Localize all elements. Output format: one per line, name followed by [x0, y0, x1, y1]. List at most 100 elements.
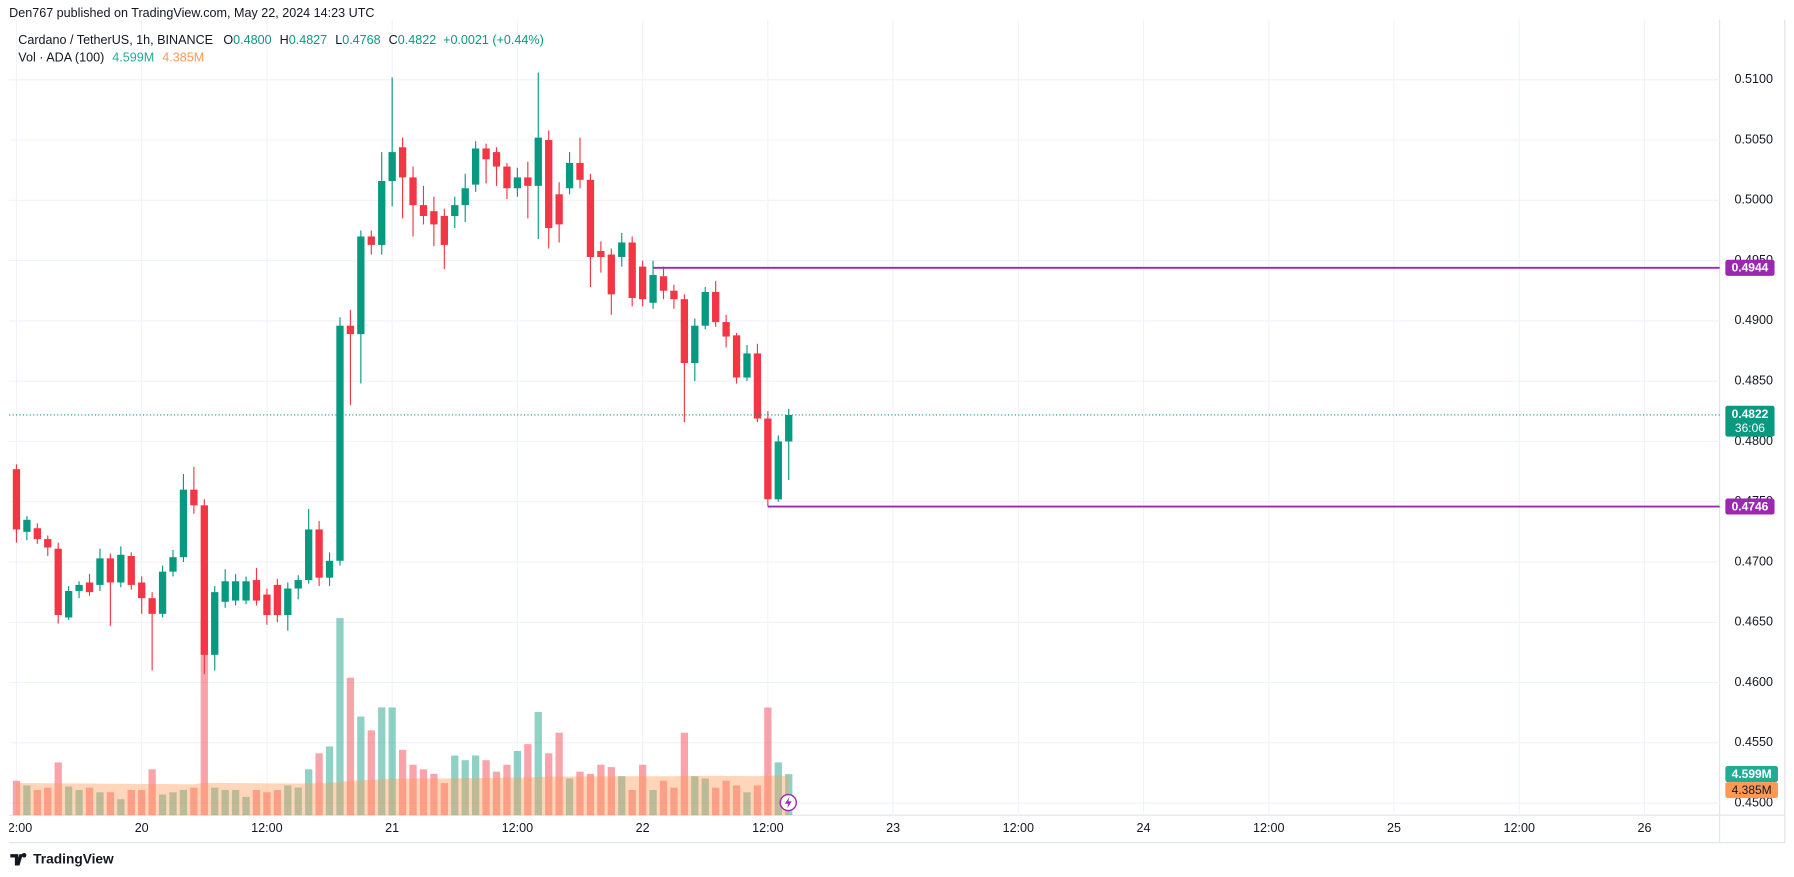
- legend-volume-name: Vol · ADA (100): [18, 51, 104, 65]
- candle-body: [378, 181, 386, 245]
- volume-bar: [513, 750, 522, 816]
- candle-layer: [12, 72, 793, 675]
- candle-body: [211, 592, 219, 655]
- candle-body: [200, 505, 208, 655]
- candle-body: [764, 418, 772, 500]
- y-tick-label: 0.4650: [1735, 615, 1773, 629]
- y-tick-label: 0.4700: [1735, 554, 1773, 568]
- candle-body: [618, 242, 626, 257]
- volume-bar: [273, 789, 282, 816]
- volume-bar: [33, 789, 41, 816]
- volume-bar: [138, 789, 146, 816]
- candle-body: [169, 557, 177, 572]
- candle-body: [336, 325, 344, 561]
- legend-key: L: [335, 34, 342, 48]
- volume-bar: [263, 792, 271, 816]
- volume-bar: [23, 785, 31, 816]
- y-tick-label: 0.5100: [1735, 72, 1773, 86]
- candle-body: [461, 188, 469, 206]
- candle-body: [117, 554, 125, 583]
- candle-body: [419, 205, 428, 216]
- candle-body: [252, 580, 261, 601]
- footer-brand: TradingView: [33, 851, 114, 866]
- candle-body: [482, 148, 490, 160]
- volume-bar: [586, 773, 595, 816]
- legend-change: +0.0021 (+0.44%): [443, 34, 544, 48]
- last-price-label: 0.4822: [1732, 407, 1769, 421]
- y-tick-label: 0.4600: [1735, 675, 1773, 689]
- candle-body: [732, 335, 741, 378]
- candle-body: [409, 177, 417, 206]
- candle-body: [524, 177, 532, 186]
- volume-bar: [200, 618, 208, 816]
- volume-bar: [357, 716, 365, 816]
- level-price-box: [1725, 259, 1775, 276]
- volume-bar: [12, 780, 21, 816]
- level-price-box: [1725, 498, 1775, 515]
- volume-bar: [315, 753, 323, 816]
- volume-bar: [284, 785, 292, 816]
- volume-bar: [701, 778, 709, 816]
- volume-bar: [44, 787, 52, 816]
- candle-body: [263, 594, 271, 616]
- volume-bar: [346, 677, 355, 816]
- volume-bar: [451, 755, 459, 816]
- x-tick-label: 12:00: [752, 821, 783, 835]
- volume-bar: [64, 786, 73, 816]
- candle-body: [471, 148, 480, 185]
- volume-bar: [774, 762, 782, 816]
- grid: 0.45000.45500.46000.46500.47000.47500.48…: [9, 19, 1773, 816]
- volume-bar: [336, 618, 344, 816]
- volume-value-box: [1725, 766, 1778, 783]
- volume-bar: [398, 749, 407, 816]
- volume-bar: [378, 707, 386, 816]
- volume-bar: [96, 792, 104, 816]
- volume-bar: [221, 789, 229, 816]
- x-tick-label: 21: [385, 821, 399, 835]
- volume-layer: [12, 618, 793, 816]
- candle-body: [127, 555, 135, 585]
- volume-bar: [169, 792, 177, 816]
- candle-body: [357, 236, 365, 335]
- volume-bar: [231, 789, 240, 816]
- volume-bar: [75, 789, 83, 816]
- candle-body: [597, 250, 605, 257]
- volume-ma-area: [16, 775, 789, 816]
- candle-body: [284, 588, 292, 616]
- volume-bar: [367, 730, 375, 816]
- candle-body: [23, 519, 31, 532]
- x-tick-label: 20: [135, 821, 149, 835]
- volume-bar: [54, 762, 62, 816]
- candle-body: [315, 529, 323, 578]
- volume-bar: [388, 707, 396, 816]
- volume-bar: [732, 785, 741, 816]
- candle-body: [138, 582, 146, 599]
- volume-bar: [670, 787, 678, 816]
- candle-body: [712, 291, 720, 323]
- last-price-box: [1725, 405, 1775, 437]
- candle-body: [273, 584, 282, 616]
- volume-bar: [524, 744, 532, 816]
- legend-volume-ma: 4.385M: [162, 51, 204, 65]
- volume-bar: [325, 746, 334, 816]
- candle-body: [440, 215, 448, 245]
- publish-header: Den767 published on TradingView.com, May…: [9, 6, 374, 20]
- legend-symbol: Cardano / TetherUS, 1h, BINANCE: [18, 34, 213, 48]
- candle-body: [576, 162, 584, 180]
- y-tick-label: 0.4900: [1735, 313, 1773, 327]
- volume-bar: [158, 794, 167, 816]
- volume-bar: [440, 783, 448, 816]
- legend-key: O: [223, 34, 233, 48]
- volume-ma-label: 4.385M: [1732, 783, 1772, 797]
- volume-bar: [722, 780, 730, 816]
- candle-body: [242, 581, 250, 601]
- candle-body: [75, 584, 83, 591]
- candle-body: [12, 469, 21, 530]
- volume-bar: [565, 778, 574, 816]
- volume-bar: [492, 771, 501, 816]
- volume-bar: [305, 769, 313, 816]
- volume-bar: [482, 760, 490, 816]
- volume-bar: [607, 767, 615, 816]
- volume-bar: [294, 787, 302, 816]
- candle-body: [638, 266, 647, 300]
